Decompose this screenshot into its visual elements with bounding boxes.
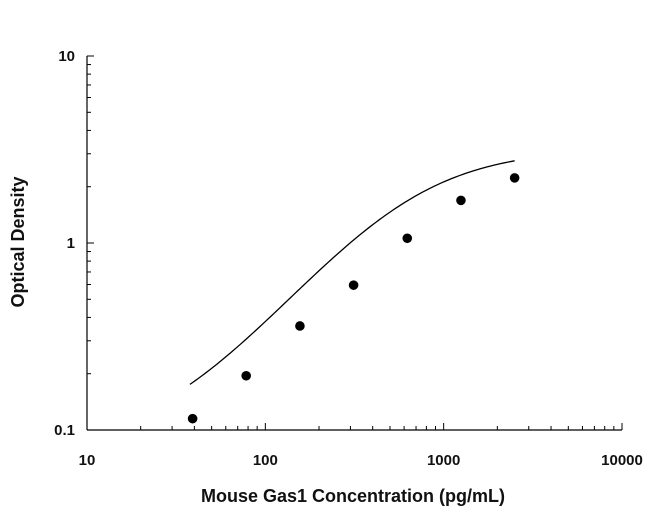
x-axis-title: Mouse Gas1 Concentration (pg/mL) bbox=[201, 486, 505, 506]
data-point bbox=[295, 321, 305, 331]
x-tick-label: 100 bbox=[253, 452, 278, 469]
data-point bbox=[456, 195, 466, 206]
data-point bbox=[402, 233, 413, 244]
y-tick-label: 10 bbox=[58, 48, 75, 65]
data-point bbox=[241, 370, 251, 381]
data-points bbox=[187, 173, 520, 424]
y-tick-label: 1 bbox=[67, 235, 75, 252]
tick-marks bbox=[86, 55, 623, 431]
data-point bbox=[509, 173, 520, 183]
x-tick-label: 10000 bbox=[601, 452, 643, 469]
y-axis-title: Optical Density bbox=[8, 176, 28, 307]
data-point bbox=[187, 413, 198, 424]
x-tick-label: 1000 bbox=[427, 452, 460, 469]
data-point bbox=[348, 280, 359, 290]
axes bbox=[86, 56, 622, 431]
tick-labels: 0.1 1 10 10 100 1000 10000 bbox=[54, 48, 643, 469]
fit-curve bbox=[189, 160, 515, 385]
x-tick-label: 10 bbox=[79, 452, 96, 469]
y-tick-label: 0.1 bbox=[54, 422, 75, 439]
